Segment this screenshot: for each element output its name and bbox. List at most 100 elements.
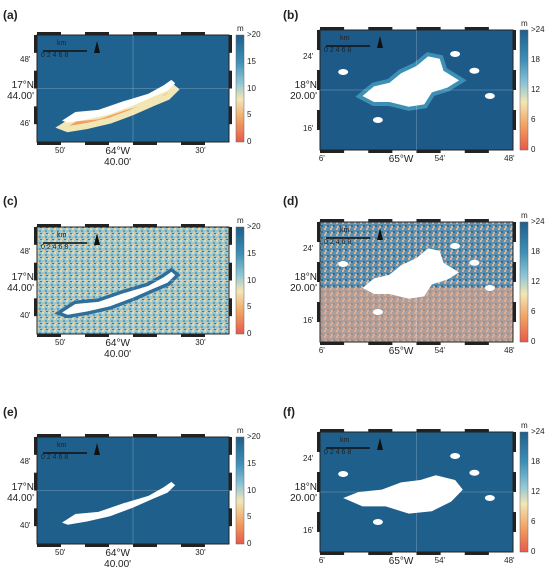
border-tick	[513, 110, 516, 130]
lat-tick: 24'	[303, 52, 314, 62]
border-tick	[229, 298, 232, 317]
north-arrow-icon	[94, 233, 100, 245]
border-tick	[368, 342, 393, 345]
border-tick	[368, 219, 393, 222]
border-tick	[85, 142, 109, 145]
colorbar-tick: 0	[247, 539, 252, 548]
lat-label: 17°N	[11, 79, 34, 91]
islet	[372, 519, 383, 525]
border-tick	[416, 219, 441, 222]
lon-tick: 54'	[434, 154, 446, 163]
border-tick	[133, 334, 157, 337]
colorbar-tick: >24	[531, 217, 545, 226]
colorbar-tick: >20	[247, 222, 261, 231]
border-tick	[416, 552, 441, 555]
islet	[469, 469, 480, 476]
colorbar-tick: 18	[531, 247, 540, 256]
border-tick	[181, 434, 205, 437]
border-tick	[320, 429, 345, 432]
islet	[484, 495, 495, 501]
border-tick	[368, 552, 393, 555]
colorbar-tick: >24	[531, 25, 545, 34]
colorbar-tick: >20	[247, 30, 261, 39]
scale-unit: km	[57, 232, 67, 239]
border-tick	[416, 150, 441, 153]
border-tick	[368, 150, 393, 153]
colorbar-tick: 0	[531, 337, 536, 346]
border-tick	[464, 342, 489, 345]
border-tick	[34, 35, 37, 53]
border-tick	[229, 437, 232, 455]
lat-label: 18°N	[294, 272, 317, 284]
border-tick	[34, 70, 37, 89]
lon-tick: 30'	[195, 146, 206, 155]
border-tick	[34, 262, 37, 281]
border-tick	[229, 508, 232, 527]
border-tick	[85, 224, 109, 227]
islet	[338, 471, 349, 477]
lon-tick: 30'	[195, 338, 206, 347]
panel-label-d: (d)	[283, 194, 299, 208]
border-tick	[513, 302, 516, 322]
lat-tick: 24'	[303, 244, 314, 254]
border-tick	[85, 434, 109, 437]
lat-label: 18°N	[294, 80, 317, 92]
lat-label: 17°N	[11, 481, 34, 493]
north-arrow-icon	[377, 438, 383, 450]
border-tick	[133, 434, 157, 437]
border-tick	[317, 222, 320, 242]
colorbar	[235, 226, 245, 335]
border-tick	[513, 512, 516, 532]
map-panel-c	[34, 224, 245, 337]
lon-label: 64°W	[105, 146, 130, 157]
panel-label-c: (c)	[3, 194, 18, 208]
border-tick	[416, 27, 441, 30]
border-tick	[513, 222, 516, 242]
lat-label: 20.00'	[290, 91, 317, 103]
border-tick	[34, 298, 37, 317]
lon-tick: 30'	[195, 548, 206, 557]
scale-numbers: 0 2 4 6 8	[41, 52, 69, 59]
border-tick	[181, 334, 205, 337]
lat-tick: 16'	[303, 316, 314, 326]
border-tick	[320, 342, 345, 345]
islet	[338, 261, 349, 267]
border-tick	[37, 334, 61, 337]
lat-tick: 40'	[20, 520, 31, 530]
map-panel-a	[34, 32, 245, 145]
border-tick	[37, 434, 61, 437]
map-panel-f	[317, 429, 529, 555]
islet	[450, 453, 461, 459]
scale-numbers: 0 2 4 6 8	[41, 454, 69, 461]
border-tick	[368, 429, 393, 432]
colorbar	[519, 431, 529, 553]
map-panel-e	[34, 434, 245, 547]
border-tick	[181, 142, 205, 145]
border-tick	[320, 27, 345, 30]
lat-label: 44.00'	[7, 282, 34, 294]
colorbar-tick: 12	[531, 277, 540, 286]
border-tick	[34, 508, 37, 527]
islet	[484, 285, 495, 291]
colorbar-tick: >20	[247, 432, 261, 441]
scale-unit: km	[340, 35, 350, 42]
lon-label: 65°W	[388, 346, 414, 357]
map-panel-b	[317, 27, 529, 153]
island-land	[343, 475, 463, 514]
lon-label: 64°W	[105, 338, 130, 349]
border-tick	[85, 334, 109, 337]
scale-unit: km	[340, 437, 350, 444]
lon-label: 40.00'	[104, 349, 132, 360]
border-tick	[317, 262, 320, 282]
islet	[338, 69, 349, 75]
border-tick	[416, 342, 441, 345]
colorbar-tick: 10	[247, 275, 256, 285]
border-tick	[37, 224, 61, 227]
lat-label: 20.00'	[290, 283, 317, 295]
colorbar-tick: 10	[247, 83, 256, 93]
lon-label: 40.00'	[104, 559, 132, 570]
colorbar-tick: 18	[531, 457, 540, 466]
lon-tick: 48'	[504, 556, 515, 565]
panel-label-b: (b)	[283, 8, 299, 22]
border-tick	[85, 544, 109, 547]
